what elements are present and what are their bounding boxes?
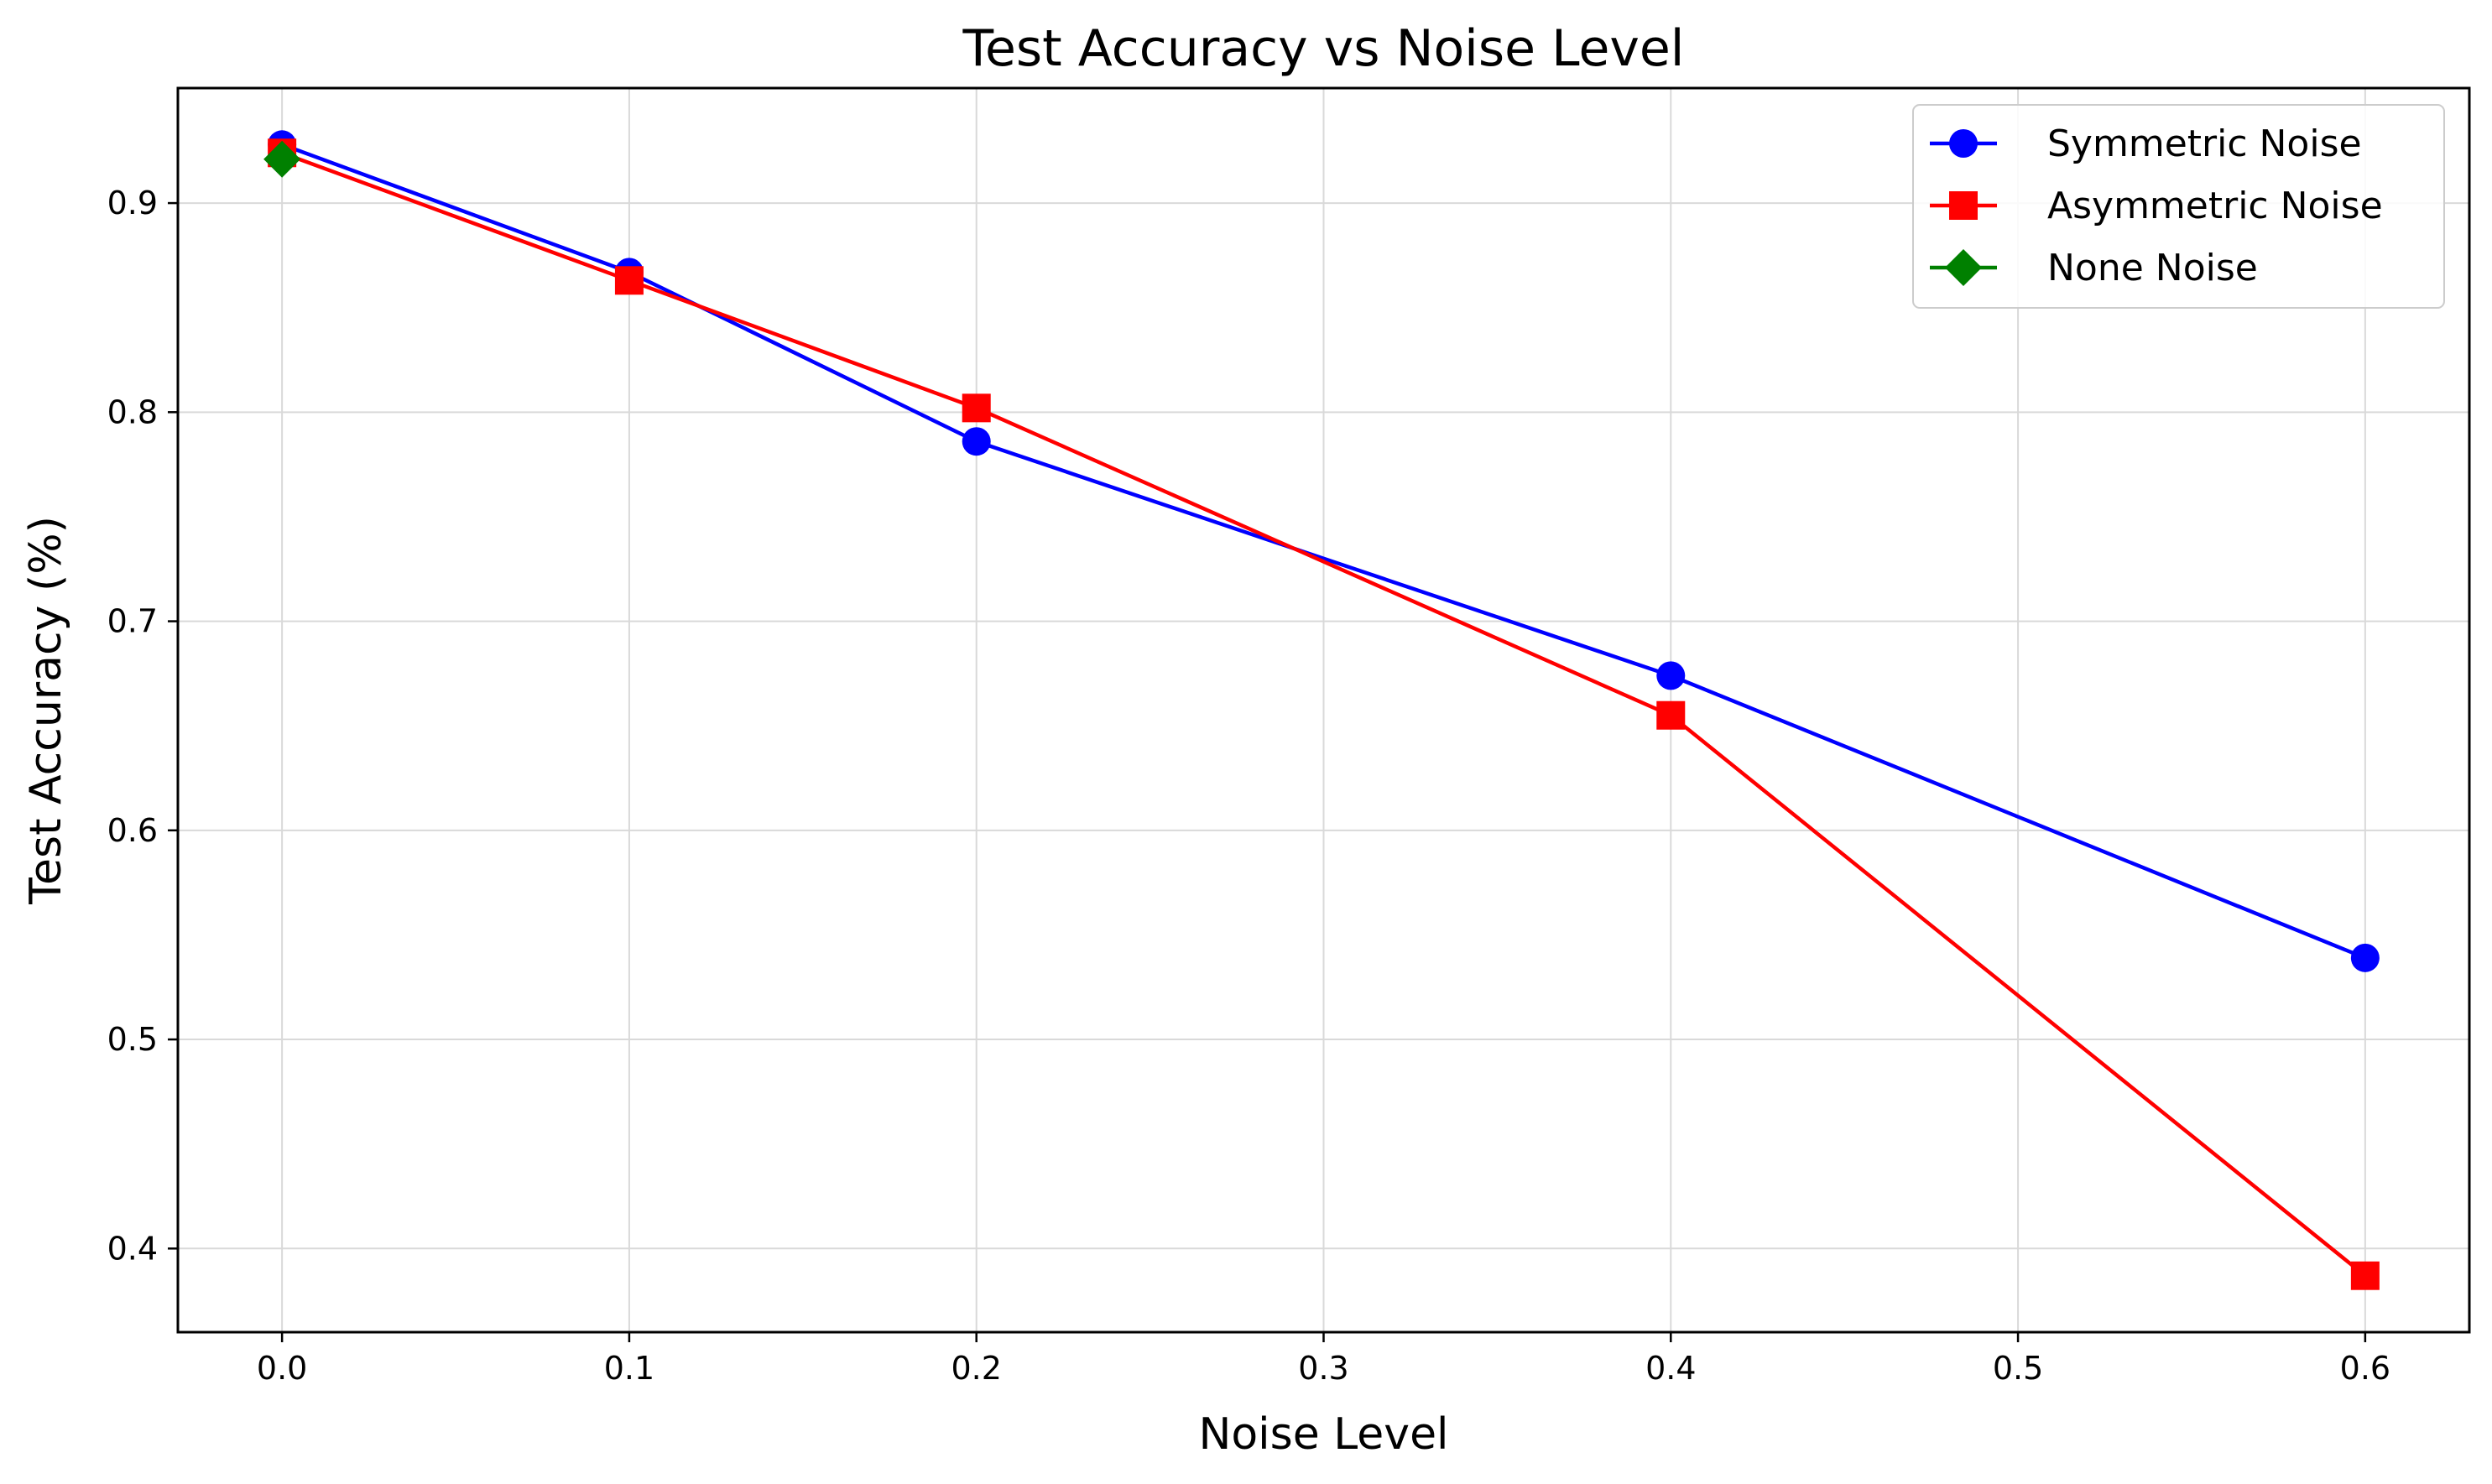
y-tick-label: 0.8 (107, 393, 158, 430)
y-axis-title: Test Accuracy (%) (21, 516, 71, 905)
y-tick-label: 0.9 (107, 185, 158, 221)
data-point (263, 140, 301, 178)
x-tick-label: 0.2 (951, 1350, 1001, 1387)
x-axis-title: Noise Level (1198, 1409, 1448, 1460)
data-point (962, 427, 991, 456)
y-tick-label: 0.6 (107, 812, 158, 849)
series-diamond (263, 140, 301, 178)
x-tick-label: 0.6 (2340, 1350, 2390, 1387)
legend-label: Asymmetric Noise (2047, 185, 2383, 227)
x-tick-label: 0.0 (257, 1350, 307, 1387)
legend-marker (1949, 191, 1978, 220)
data-point (2350, 1261, 2380, 1290)
data-point (962, 393, 991, 423)
y-tick-label: 0.7 (107, 603, 158, 640)
data-point (1656, 661, 1686, 690)
legend-label: None Noise (2047, 247, 2258, 289)
legend-box (1912, 104, 2445, 309)
legend-entry: Asymmetric Noise (1930, 185, 2383, 227)
y-tick-label: 0.4 (107, 1230, 158, 1267)
chart-title: Test Accuracy vs Noise Level (962, 19, 1685, 78)
legend-entry: None Noise (1930, 247, 2258, 289)
data-point (614, 266, 644, 295)
x-tick-label: 0.1 (604, 1350, 654, 1387)
legend-label: Symmetric Noise (2047, 122, 2362, 165)
axis-ticks: 0.0 0.1 0.2 0.3 0.4 0.5 0.6 0.4 0.5 0.6 0.7 0.8 0.9 (107, 185, 2391, 1387)
legend: Symmetric Noise Asymmetric Noise None Nois… (1912, 104, 2445, 309)
plot-series (263, 130, 2380, 1290)
legend-entry: Symmetric Noise (1930, 122, 2362, 165)
x-tick-label: 0.3 (1298, 1350, 1348, 1387)
x-tick-label: 0.4 (1645, 1350, 1696, 1387)
grid-lines (178, 88, 2469, 1332)
legend-marker (1945, 249, 1982, 286)
data-point (2350, 943, 2380, 972)
legend-marker (1949, 129, 1978, 158)
x-tick-label: 0.5 (1993, 1350, 2043, 1387)
y-tick-label: 0.5 (107, 1021, 158, 1058)
data-point (1656, 700, 1686, 730)
